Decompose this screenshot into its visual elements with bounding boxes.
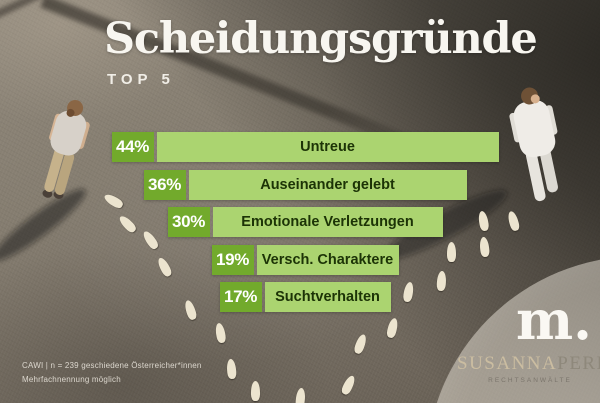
bar-category-label: Auseinander gelebt: [188, 169, 467, 200]
bar-category-label: Versch. Charaktere: [256, 244, 399, 275]
footprint: [226, 358, 237, 380]
footprint: [251, 381, 260, 401]
person-man: [509, 87, 558, 202]
bar-row: 19% Versch. Charaktere: [211, 244, 399, 275]
brand-monogram-logo: m.: [516, 288, 592, 352]
footprint: [294, 387, 307, 403]
footprint: [385, 317, 400, 339]
footprint: [214, 322, 227, 344]
source-footnote: CAWI | n = 239 geschiedene Österreicher*…: [22, 359, 202, 386]
page-subtitle: TOP 5: [107, 71, 175, 88]
footprint: [402, 281, 415, 303]
bar-value-label: 17%: [219, 282, 262, 312]
footprint: [506, 210, 521, 232]
person-woman: [42, 99, 90, 199]
footprint: [477, 210, 490, 232]
bar-value-label: 30%: [167, 207, 210, 237]
footprint: [352, 333, 369, 355]
footprint: [102, 192, 125, 210]
footprint: [478, 236, 491, 258]
brand-name-last: PERL: [557, 353, 600, 374]
footprint: [447, 242, 456, 262]
man-shadow: [382, 190, 508, 260]
brand-name: SUSANNAPERL: [457, 353, 600, 375]
footprint: [155, 256, 174, 278]
bar-category-label: Suchtverhalten: [264, 282, 391, 312]
bar-value-label: 44%: [111, 132, 154, 162]
source-footnote-line2: Mehrfachnennung möglich: [22, 374, 121, 384]
brand-tagline: RECHTSANWÄLTE: [488, 377, 572, 384]
bar-row: 17% Suchtverhalten: [219, 282, 391, 312]
footprint: [183, 299, 198, 321]
footprint: [141, 229, 160, 251]
bar-category-label: Emotionale Verletzungen: [212, 207, 443, 237]
page-title: Scheidungsgründe: [104, 14, 538, 64]
bar-value-label: 36%: [143, 169, 186, 200]
woman-shadow: [0, 189, 86, 261]
source-footnote-line1: CAWI | n = 239 geschiedene Österreicher*…: [22, 361, 202, 370]
bar-row: 30% Emotionale Verletzungen: [167, 207, 443, 237]
brand-name-first: SUSANNA: [457, 353, 558, 374]
footprint: [340, 374, 357, 396]
bar-value-label: 19%: [211, 244, 254, 275]
bar-row: 36% Auseinander gelebt: [143, 169, 467, 200]
footprint: [117, 213, 138, 235]
footprint: [436, 270, 447, 292]
